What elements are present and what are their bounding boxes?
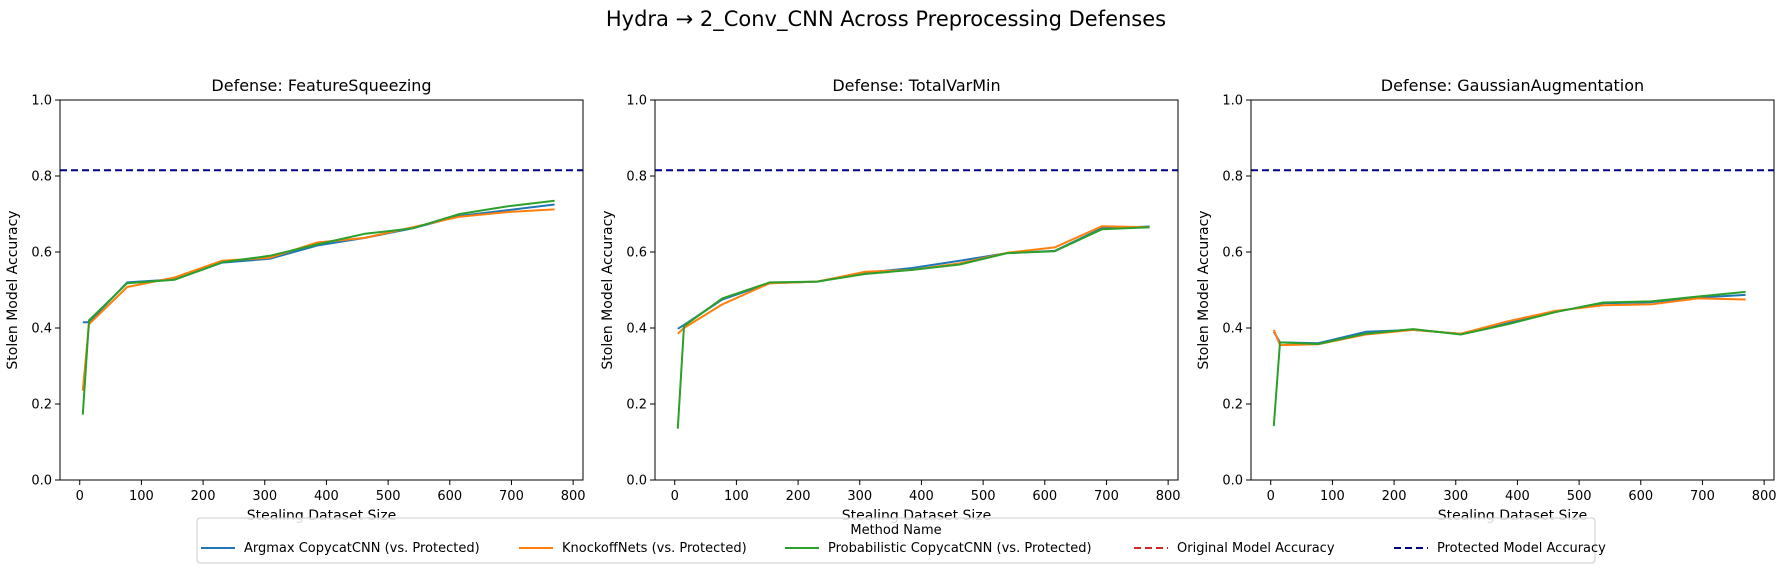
x-tick-label: 700 [1690, 489, 1715, 504]
series-line-1 [82, 203, 555, 324]
y-tick-label: 1.0 [31, 94, 52, 109]
x-tick-label: 300 [252, 489, 277, 504]
y-tick-label: 1.0 [626, 94, 647, 109]
x-tick-label: 300 [1443, 489, 1468, 504]
y-tick-label: 0.2 [626, 398, 647, 413]
x-tick-label: 400 [1505, 489, 1530, 504]
series-line-1 [677, 225, 1150, 330]
series-line-2 [81, 208, 555, 391]
y-tick-label: 0.2 [31, 398, 52, 413]
x-tick-label: 300 [847, 489, 872, 504]
figure-title: Hydra → 2_Conv_CNN Across Preprocessing … [606, 7, 1166, 32]
legend-entry-4: Original Model Accuracy [1134, 541, 1335, 556]
x-tick-label: 400 [909, 489, 934, 504]
y-tick-label: 0.0 [1222, 474, 1243, 489]
legend-entry-5: Protected Model Accuracy [1394, 541, 1606, 556]
x-tick-label: 800 [1752, 489, 1777, 504]
y-tick-label: 0.4 [1222, 322, 1243, 337]
y-axis-label: Stolen Model Accuracy [600, 210, 616, 369]
x-tick-label: 100 [129, 489, 154, 504]
subplots: Defense: FeatureSqueezing 0 100 200 300 400 50… [5, 76, 1777, 524]
x-tick-label: 0 [76, 489, 84, 504]
legend-label: Protected Model Accuracy [1437, 541, 1606, 556]
x-tick-label: 200 [786, 489, 811, 504]
legend-entry-1: Argmax CopycatCNN (vs. Protected) [201, 541, 480, 556]
legend-entry-3: Probabilistic CopycatCNN (vs. Protected) [785, 541, 1092, 556]
x-tick-label: 800 [561, 489, 586, 504]
series-line-3 [1272, 290, 1746, 427]
subplot-2: Defense: TotalVarMin 0 100 200 300 400 500 600 7… [600, 76, 1181, 524]
x-tick-label: 0 [1267, 489, 1275, 504]
series-line-3 [676, 226, 1150, 429]
legend-label: Original Model Accuracy [1177, 541, 1335, 556]
legend: Method Name Argmax CopycatCNN (vs. Protec… [196, 517, 1606, 564]
y-tick-label: 0.6 [31, 246, 52, 261]
subplot-3: Defense: GaussianAugmentation 0 100 200 300 4… [1196, 76, 1777, 524]
y-axis-label: Stolen Model Accuracy [5, 210, 21, 369]
subplot-1: Defense: FeatureSqueezing 0 100 200 300 400 50… [5, 76, 586, 524]
subplot-title: Defense: TotalVarMin [832, 76, 1000, 95]
y-tick-label: 0.4 [626, 322, 647, 337]
series-line-2 [677, 225, 1150, 335]
x-tick-label: 100 [1320, 489, 1345, 504]
series-line-3 [81, 199, 555, 415]
x-tick-label: 200 [191, 489, 216, 504]
x-tick-label: 200 [1382, 489, 1407, 504]
legend-entry-2: KnockoffNets (vs. Protected) [519, 541, 747, 556]
x-tick-label: 600 [1032, 489, 1057, 504]
y-tick-label: 0.6 [1222, 246, 1243, 261]
y-tick-label: 0.4 [31, 322, 52, 337]
x-tick-label: 0 [671, 489, 679, 504]
plot-frame [59, 99, 584, 481]
y-tick-label: 0.8 [626, 170, 647, 185]
x-tick-label: 600 [437, 489, 462, 504]
x-tick-label: 700 [1094, 489, 1119, 504]
y-tick-label: 0.8 [1222, 170, 1243, 185]
legend-box [196, 517, 1596, 564]
x-tick-label: 500 [376, 489, 401, 504]
legend-label: Argmax CopycatCNN (vs. Protected) [244, 541, 480, 556]
y-tick-label: 0.0 [626, 474, 647, 489]
x-tick-label: 100 [724, 489, 749, 504]
y-axis-label: Stolen Model Accuracy [1196, 210, 1212, 369]
legend-title: Method Name [850, 523, 941, 538]
x-tick-label: 500 [1567, 489, 1592, 504]
legend-label: KnockoffNets (vs. Protected) [562, 541, 747, 556]
plot-frame [1250, 99, 1775, 481]
y-tick-label: 0.0 [31, 474, 52, 489]
plot-frame [654, 99, 1179, 481]
x-tick-label: 700 [499, 489, 524, 504]
subplot-title: Defense: FeatureSqueezing [211, 76, 431, 95]
subplot-title: Defense: GaussianAugmentation [1381, 76, 1644, 95]
x-tick-label: 800 [1156, 489, 1181, 504]
x-tick-label: 500 [971, 489, 996, 504]
legend-label: Probabilistic CopycatCNN (vs. Protected) [828, 541, 1092, 556]
y-tick-label: 0.2 [1222, 398, 1243, 413]
x-tick-label: 600 [1628, 489, 1653, 504]
y-tick-label: 0.8 [31, 170, 52, 185]
y-tick-label: 0.6 [626, 246, 647, 261]
x-tick-label: 400 [314, 489, 339, 504]
y-tick-label: 1.0 [1222, 94, 1243, 109]
